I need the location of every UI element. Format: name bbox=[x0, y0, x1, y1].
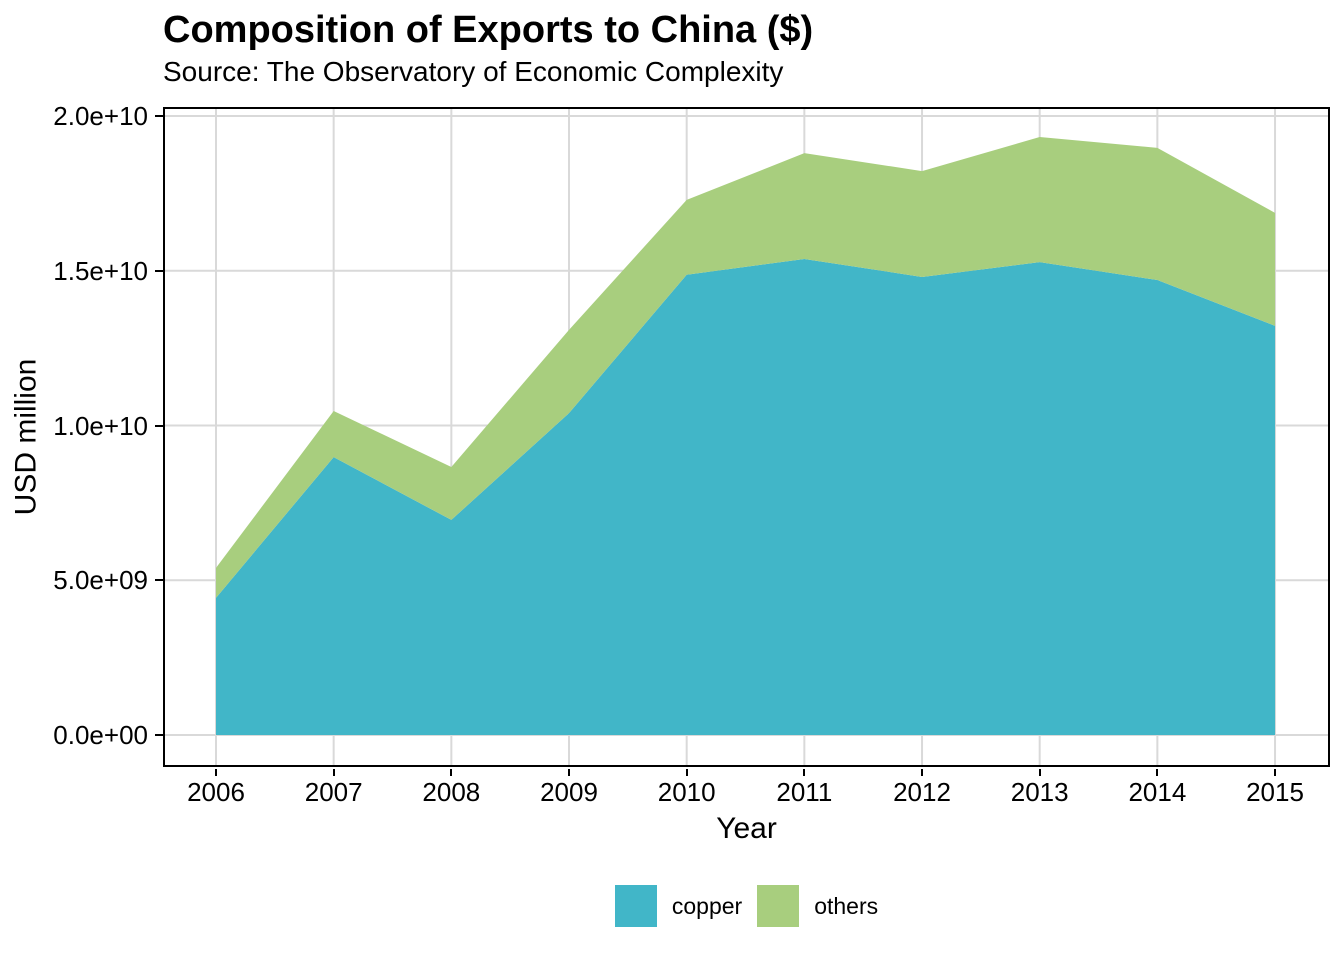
chart-title: Composition of Exports to China ($) bbox=[163, 9, 814, 51]
chart-subtitle: Source: The Observatory of Economic Comp… bbox=[163, 56, 784, 87]
x-tick-mark bbox=[1156, 769, 1159, 776]
x-tick-mark bbox=[1038, 769, 1041, 776]
x-tick-mark bbox=[685, 769, 688, 776]
legend-swatch-copper bbox=[614, 885, 657, 927]
x-tick-mark bbox=[921, 769, 924, 776]
x-tick-mark bbox=[568, 769, 570, 776]
x-tick-label: 2007 bbox=[304, 777, 363, 807]
x-tick-mark bbox=[803, 769, 806, 776]
x-tick-label: 2014 bbox=[1128, 777, 1187, 807]
y-tick-mark bbox=[155, 424, 163, 427]
legend: copper others bbox=[163, 885, 1330, 927]
others-area bbox=[216, 137, 1276, 598]
x-tick-label: 2011 bbox=[776, 777, 833, 807]
x-tick-mark bbox=[1274, 769, 1277, 776]
legend-label-copper: copper bbox=[671, 892, 743, 919]
legend-item-others: others bbox=[757, 885, 878, 927]
panel-border bbox=[163, 107, 1330, 767]
x-tick-mark bbox=[332, 769, 335, 776]
y-tick-label: 1.5e+10 bbox=[53, 255, 148, 286]
x-tick-label: 2008 bbox=[422, 777, 481, 807]
x-tick-label: 2015 bbox=[1246, 777, 1304, 807]
y-tick-label: 1.0e+10 bbox=[53, 410, 148, 441]
x-axis-title: Year bbox=[716, 812, 777, 845]
x-tick-label: 2013 bbox=[1010, 777, 1069, 807]
y-tick-label: 2.0e+10 bbox=[53, 101, 148, 131]
y-tick-mark bbox=[155, 115, 163, 117]
copper-area bbox=[216, 258, 1276, 735]
x-tick-label: 2006 bbox=[187, 777, 245, 807]
x-tick-label: 2009 bbox=[540, 777, 598, 807]
y-tick-label: 5.0e+09 bbox=[53, 565, 148, 596]
area-chart-svg bbox=[163, 107, 1330, 767]
x-tick-mark bbox=[215, 769, 217, 776]
y-tick-mark bbox=[155, 579, 163, 582]
legend-swatch-others bbox=[757, 885, 800, 927]
plot-panel bbox=[163, 107, 1330, 767]
x-tick-label: 2010 bbox=[657, 777, 716, 807]
y-tick-mark bbox=[155, 734, 163, 736]
legend-label-others: others bbox=[814, 892, 879, 919]
x-tick-label: 2012 bbox=[893, 777, 951, 807]
x-tick-mark bbox=[450, 769, 453, 776]
legend-item-copper: copper bbox=[614, 885, 743, 927]
y-tick-mark bbox=[155, 269, 163, 272]
y-tick-label: 0.0e+00 bbox=[53, 720, 148, 750]
